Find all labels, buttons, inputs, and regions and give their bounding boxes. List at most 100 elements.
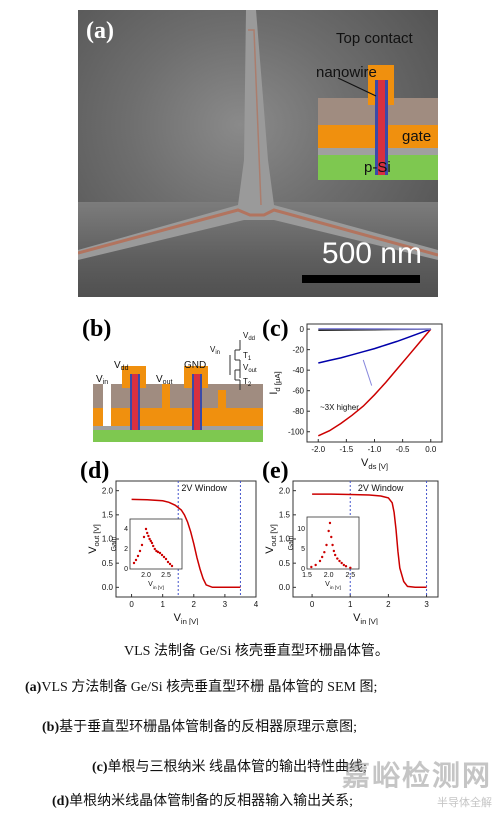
c-annotation: ~3X higher xyxy=(320,403,359,412)
x-tick-label: 3 xyxy=(424,600,429,609)
inset-gate-label: gate xyxy=(402,128,432,145)
device-schematic-inset: Top contact nanowire gate p-Si xyxy=(316,30,438,185)
series-line-1 xyxy=(318,328,432,364)
x-tick-label: 2 xyxy=(192,600,197,609)
gain-point xyxy=(138,549,142,553)
x-tick-label: 0.0 xyxy=(425,445,437,454)
gain-point xyxy=(160,553,164,557)
b-label-vin: Vin xyxy=(96,374,108,386)
y-tick-label: -20 xyxy=(292,345,304,354)
gain-point xyxy=(149,539,152,543)
y-tick-label: -100 xyxy=(288,427,305,436)
b-label-vdd: Vdd xyxy=(114,360,129,372)
gain-point xyxy=(166,560,170,564)
gain-point xyxy=(134,558,138,562)
y-axis-label: Id [μA] xyxy=(268,371,282,394)
y-tick-label: 0.0 xyxy=(102,583,114,592)
watermark: 嘉峪检测网 半导体全解 xyxy=(342,754,492,810)
caption-line-a: (a)VLS 方法制备 Ge/Si 核壳垂直型环栅 晶体管的 SEM 图; xyxy=(25,680,378,695)
gain-point xyxy=(162,555,166,559)
caption-line-b: (b)基于垂直型环栅晶体管制备的反相器原理示意图; xyxy=(42,720,358,735)
x-axis-label: Vin [V] xyxy=(174,612,199,625)
y-axis-label: Vout [V] xyxy=(88,524,101,554)
inset-x-label: Vin [V] xyxy=(148,581,164,591)
watermark-main: 嘉峪检测网 xyxy=(341,759,492,792)
gain-point xyxy=(132,561,136,565)
y-tick-label: 2.0 xyxy=(102,486,114,495)
gain-point xyxy=(333,553,337,557)
inset-x-tick-label: 1.5 xyxy=(302,572,312,579)
gain-point xyxy=(136,554,140,558)
x-tick-label: -0.5 xyxy=(396,445,410,454)
y-tick-label: 1.5 xyxy=(279,511,291,520)
scale-bar xyxy=(302,275,420,283)
y-tick-label: 0.0 xyxy=(279,583,291,592)
x-tick-label: 1 xyxy=(160,600,165,609)
gain-point xyxy=(327,529,330,533)
gain-point xyxy=(320,555,324,559)
x-tick-label: -1.0 xyxy=(368,445,382,454)
chart-e: 0 1 2 3 0.0 0.5 1.0 1.5 2.0 Vin [V] Vout [V] 2V Win… xyxy=(265,480,439,625)
gain-point xyxy=(153,547,156,551)
gain-point xyxy=(310,565,313,569)
inset-y-tick-label: 2 xyxy=(124,546,128,553)
b-symbol-vout: Vout xyxy=(243,363,257,374)
x-tick-label: 0 xyxy=(310,600,315,609)
gain-point xyxy=(148,537,151,541)
gain-point xyxy=(332,549,336,553)
sem-wire-coating xyxy=(248,29,262,206)
gain-point xyxy=(142,535,146,539)
gain-point xyxy=(349,566,352,569)
inset-y-tick-label: 10 xyxy=(297,526,305,533)
gain-point xyxy=(336,557,339,560)
d-window-label: 2V Window xyxy=(181,483,227,493)
plot-frame xyxy=(306,323,443,443)
inset-x-tick-label: 2.0 xyxy=(324,572,334,579)
x-tick-label: -1.5 xyxy=(339,445,353,454)
x-tick-label: 1 xyxy=(348,600,353,609)
watermark-sub: 半导体全解 xyxy=(437,796,492,809)
gain-point xyxy=(144,527,148,531)
b-symbol-vin: Vin xyxy=(210,345,220,356)
panel-b-letter: (b) xyxy=(82,316,112,342)
c-arrow xyxy=(362,359,373,386)
inset-frame xyxy=(306,516,360,570)
y-tick-label: 0.5 xyxy=(102,559,114,568)
gain-point xyxy=(164,557,168,561)
series-line-0 xyxy=(317,328,432,437)
gain-point xyxy=(323,551,326,554)
sem-image: (a) Top contact nanowire gate p-Si 500 n… xyxy=(78,10,438,297)
gain-point xyxy=(344,565,348,568)
x-tick-label: 2 xyxy=(386,600,391,609)
series-line-0 xyxy=(312,493,427,589)
caption-line-d: (d)单根纳米线晶体管制备的反相器输入输出关系; xyxy=(52,794,354,809)
inset-y-tick-label: 0 xyxy=(124,566,128,573)
y-tick-label: 0 xyxy=(300,325,305,334)
gain-point xyxy=(170,564,174,568)
gain-point xyxy=(150,541,154,545)
gain-point xyxy=(325,543,328,547)
inset-nanowire-label: nanowire xyxy=(316,64,377,81)
x-axis-label: Vin [V] xyxy=(353,612,378,625)
b-symbol-t1: T1 xyxy=(243,351,252,362)
inset-y-label: Gain xyxy=(111,537,118,552)
inset-y-tick-label: 5 xyxy=(301,546,305,553)
sem-coating xyxy=(78,208,438,257)
panel-d-letter: (d) xyxy=(80,458,110,484)
gain-point xyxy=(152,544,155,548)
panel-c-letter: (c) xyxy=(262,316,289,342)
y-tick-label: 1.0 xyxy=(102,535,114,544)
inset-drawing xyxy=(318,65,438,180)
gain-point xyxy=(156,550,160,554)
y-tick-label: 2.0 xyxy=(279,486,291,495)
inset-x-tick-label: 2.5 xyxy=(161,572,171,579)
y-tick-label: -80 xyxy=(292,407,304,416)
scale-bar-label: 500 nm xyxy=(321,237,422,270)
gain-point xyxy=(146,531,149,535)
sem-nanowire-svg xyxy=(78,10,438,260)
inset-y-tick-label: 4 xyxy=(124,526,128,533)
nanowire-pointer xyxy=(337,77,377,97)
y-tick-label: -40 xyxy=(292,366,304,375)
gain-point xyxy=(330,535,333,539)
gain-point xyxy=(340,561,343,565)
